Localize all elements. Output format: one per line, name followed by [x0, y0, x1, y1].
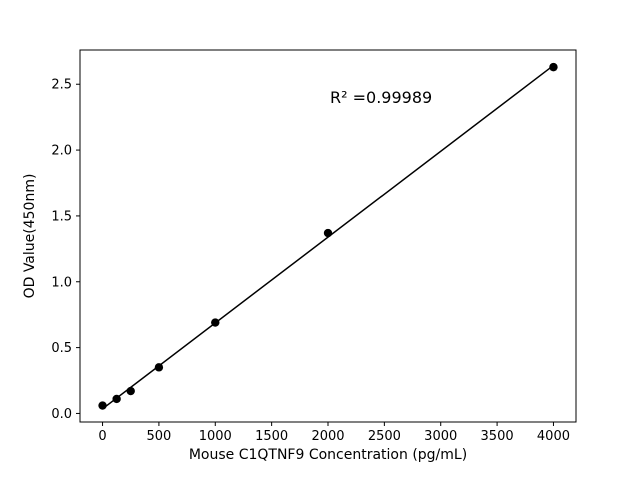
x-tick-label: 2500: [368, 429, 401, 444]
y-tick-label: 1.5: [51, 209, 72, 224]
x-tick-label: 4000: [537, 429, 570, 444]
data-point: [211, 318, 220, 327]
x-tick-label: 3500: [481, 429, 514, 444]
y-tick-label: 2.5: [51, 78, 72, 93]
x-tick-label: 500: [146, 429, 171, 444]
x-tick-label: 0: [98, 429, 106, 444]
data-point: [126, 386, 135, 396]
x-tick-label: 1000: [199, 429, 232, 444]
data-point: [112, 394, 121, 404]
y-tick-label: 1.0: [51, 275, 72, 290]
x-tick-label: 3000: [424, 429, 457, 444]
data-point: [98, 401, 107, 410]
r-squared-annotation: R² =0.99989: [330, 88, 433, 107]
y-tick-label: 0.5: [51, 341, 72, 356]
x-tick-label: 1500: [255, 429, 288, 444]
data-point: [323, 228, 333, 238]
y-tick-label: 2.0: [51, 144, 72, 159]
y-tick-label: 0.0: [51, 407, 72, 422]
y-axis-label: OD Value(450nm): [22, 173, 38, 299]
data-point: [154, 363, 164, 372]
x-axis-label: Mouse C1QTNF9 Concentration (pg/mL): [188, 447, 468, 463]
x-tick-label: 2000: [311, 429, 344, 444]
data-point: [549, 62, 558, 72]
